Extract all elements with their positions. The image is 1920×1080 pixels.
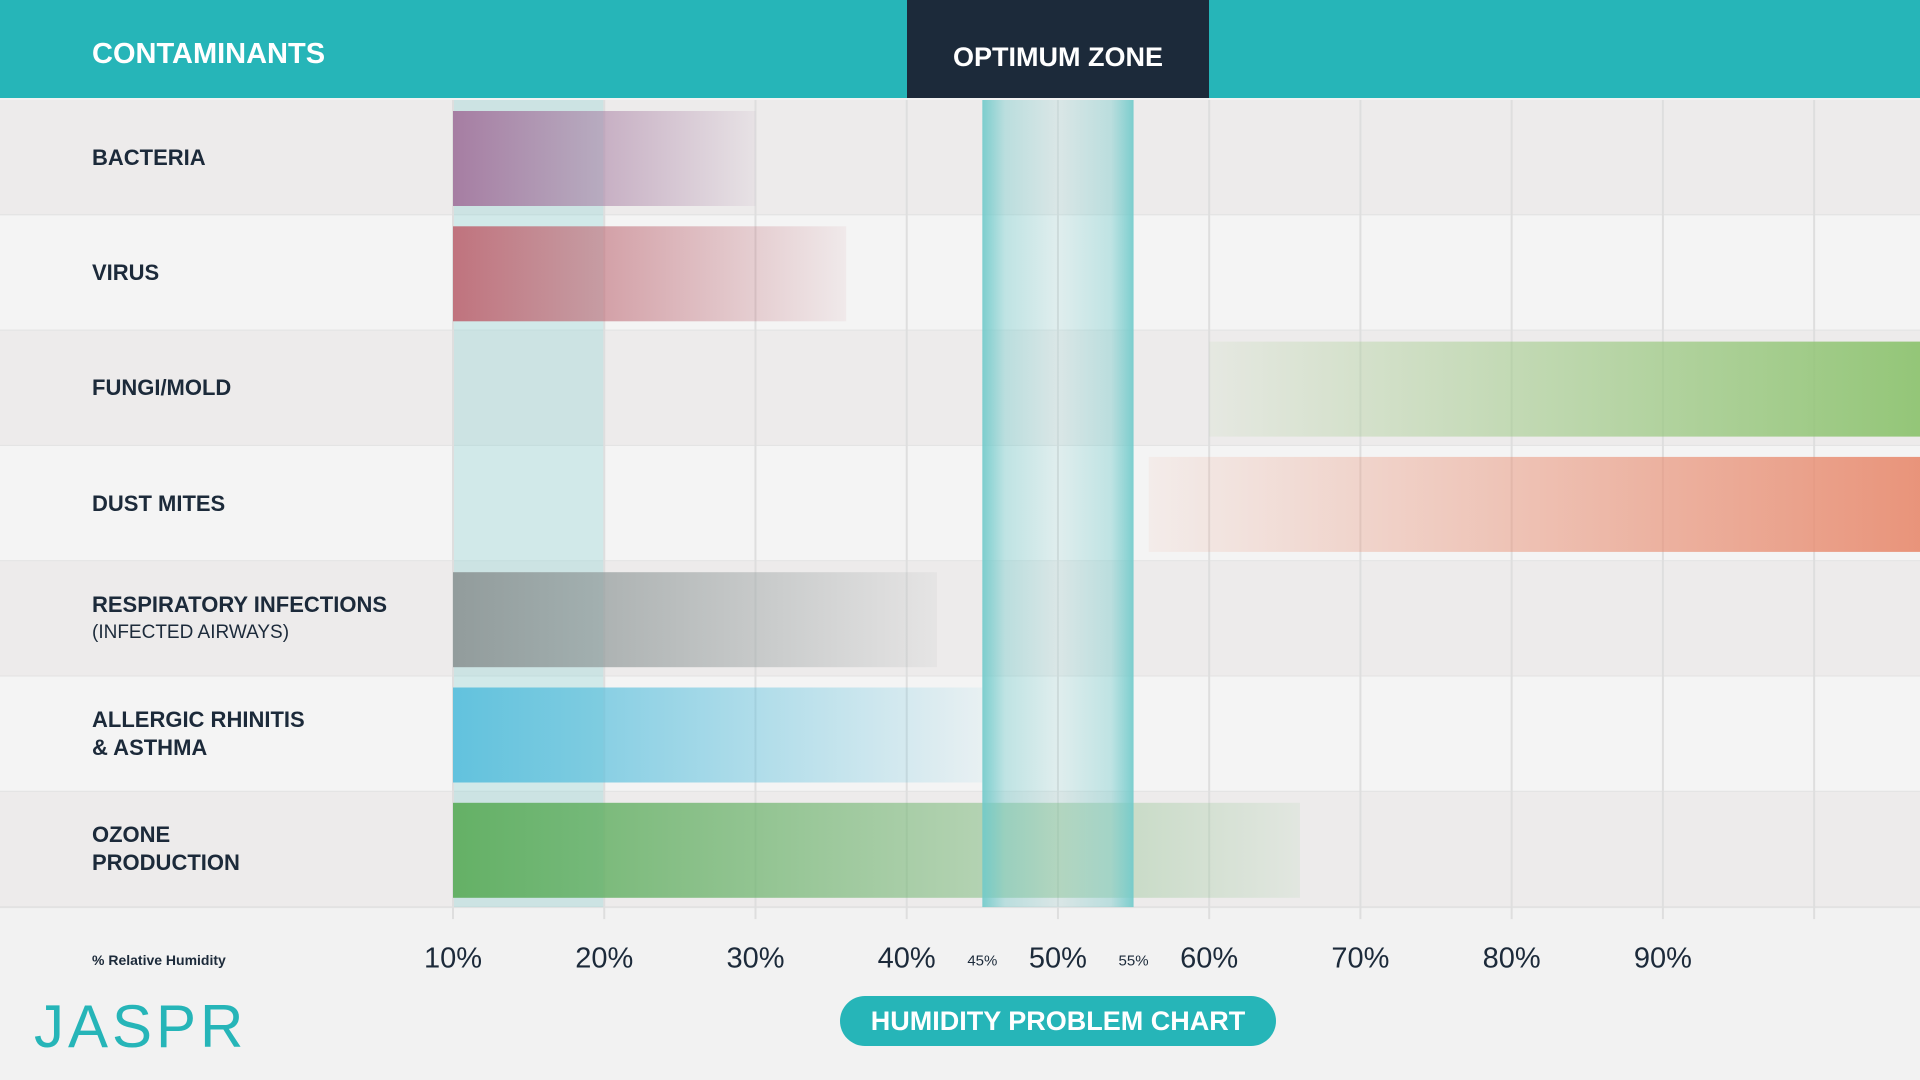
range-bar (453, 802, 1300, 898)
x-axis-label: % Relative Humidity (92, 952, 226, 968)
minor-tick-label: 45% (967, 952, 998, 970)
x-tick-label: 20% (575, 942, 634, 975)
row-background (0, 561, 1920, 677)
range-bar (453, 687, 983, 783)
range-bar (1148, 456, 1920, 552)
zone-label: OPTIMUM ZONE (953, 42, 1163, 72)
x-tick-label: 60% (1180, 942, 1239, 975)
zone-header (907, 0, 1209, 98)
category-text: BACTERIA (92, 144, 206, 170)
category-label: OZONE PRODUCTION (92, 821, 240, 877)
category-text: OZONE PRODUCTION (92, 822, 240, 876)
header-label: CONTAMINANTS (92, 38, 326, 70)
range-bar (453, 111, 756, 206)
range-bar (453, 226, 847, 322)
x-tick-label: 30% (726, 942, 785, 975)
category-label: FUNGI/MOLD (92, 374, 231, 402)
x-tick-label: 70% (1331, 942, 1390, 975)
optimum-zone (982, 100, 1134, 908)
category-text: DUST MITES (92, 490, 226, 516)
chart-title: HUMIDITY PROBLEM CHART (840, 996, 1276, 1046)
x-tick-label: 40% (877, 942, 936, 975)
brand-logo: JASPR (34, 993, 248, 1060)
category-label: VIRUS (92, 259, 159, 287)
category-text: ALLERGIC RHINITIS & ASTHMA (92, 707, 305, 761)
x-tick-label: 80% (1482, 942, 1541, 975)
range-bar (1209, 341, 1920, 437)
category-label: ALLERGIC RHINITIS & ASTHMA (92, 706, 305, 762)
x-tick-label: 10% (423, 942, 483, 975)
x-tick-label: 90% (1633, 942, 1692, 975)
x-tick-label: 50% (1028, 942, 1087, 975)
category-text: FUNGI/MOLD (92, 375, 232, 401)
highlight-band (453, 100, 605, 908)
minor-tick-label: 55% (1118, 952, 1149, 970)
row-background (0, 215, 1920, 331)
category-label: BACTERIA (92, 144, 206, 172)
category-label: RESPIRATORY INFECTIONS (INFECTED AIRWAYS) (92, 591, 387, 647)
category-text: RESPIRATORY INFECTIONS (92, 591, 388, 617)
row-background (0, 100, 1920, 216)
category-text: VIRUS (92, 259, 160, 285)
range-bar (453, 572, 937, 668)
category-note: (INFECTED AIRWAYS) (92, 621, 290, 643)
category-label: DUST MITES (92, 490, 225, 518)
